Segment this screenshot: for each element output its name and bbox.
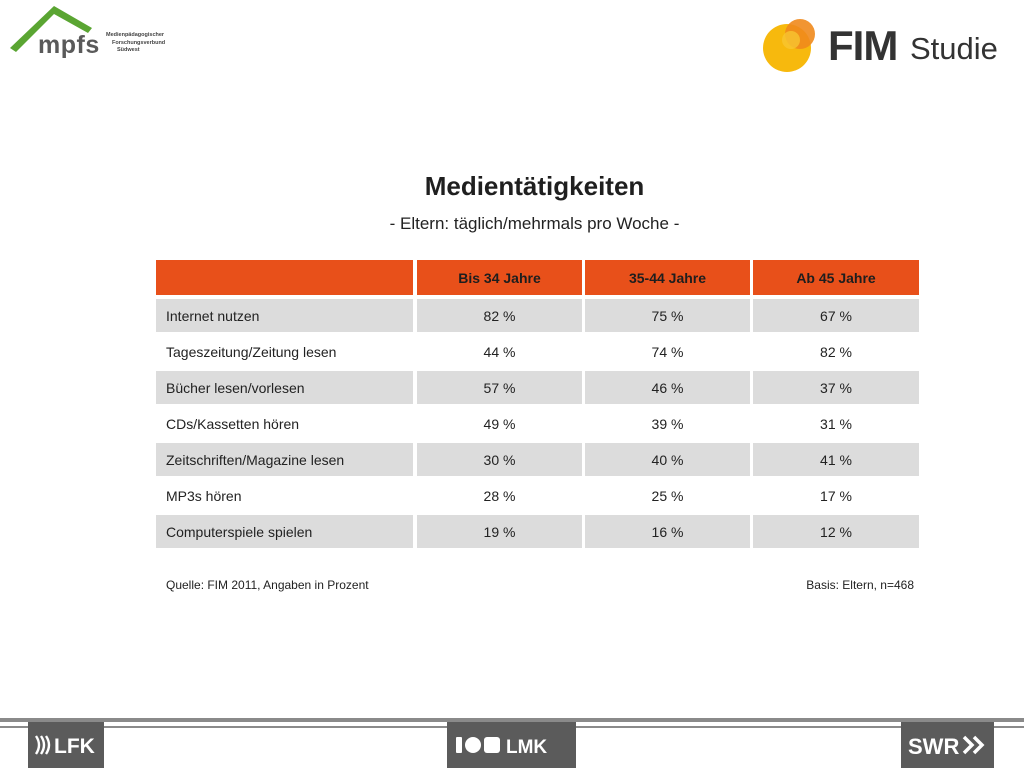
table-header-row: Bis 34 Jahre 35-44 Jahre Ab 45 Jahre xyxy=(156,260,919,295)
fim-wordmark: FIM xyxy=(828,22,898,69)
row-label: MP3s hören xyxy=(156,479,413,512)
header-cell-empty xyxy=(156,260,413,295)
source-note: Quelle: FIM 2011, Angaben in Prozent xyxy=(166,578,369,592)
table-row: Zeitschriften/Magazine lesen 30 % 40 % 4… xyxy=(156,443,919,476)
row-value: 30 % xyxy=(417,443,582,476)
row-value: 41 % xyxy=(753,443,919,476)
row-value: 39 % xyxy=(585,407,750,440)
lfk-label: LFK xyxy=(54,735,95,757)
row-value: 57 % xyxy=(417,371,582,404)
mpfs-logo: mpfs Medienpädagogischer Forschungsverbu… xyxy=(8,2,178,64)
row-label: Zeitschriften/Magazine lesen xyxy=(156,443,413,476)
mpfs-wordmark: mpfs xyxy=(38,31,100,59)
table-row: Internet nutzen 82 % 75 % 67 % xyxy=(156,299,919,332)
swr-wordmark-icon: SWR xyxy=(908,734,984,757)
studie-wordmark: Studie xyxy=(910,31,998,66)
row-value: 40 % xyxy=(585,443,750,476)
header-cell-ab-45: Ab 45 Jahre xyxy=(753,260,919,295)
fim-circles-icon xyxy=(763,19,815,72)
lmk-logo: LMK xyxy=(447,722,576,768)
table-row: Bücher lesen/vorlesen 57 % 46 % 37 % xyxy=(156,371,919,404)
row-value: 46 % xyxy=(585,371,750,404)
row-label: Internet nutzen xyxy=(156,299,413,332)
row-value: 49 % xyxy=(417,407,582,440)
swr-label: SWR xyxy=(908,734,959,757)
row-label: Tageszeitung/Zeitung lesen xyxy=(156,335,413,368)
row-value: 12 % xyxy=(753,515,919,548)
row-value: 75 % xyxy=(585,299,750,332)
table-row: Computerspiele spielen 19 % 16 % 12 % xyxy=(156,515,919,548)
mpfs-subtitle-line: Südwest xyxy=(117,47,140,53)
mpfs-subtitle-line: Medienpädagogischer xyxy=(106,32,165,38)
row-value: 19 % xyxy=(417,515,582,548)
lfk-logo: LFK xyxy=(28,722,104,768)
page-title: Medientätigkeiten xyxy=(424,171,645,201)
lfk-wordmark-icon: LFK xyxy=(34,735,95,757)
fim-studie-logo: FIM Studie xyxy=(760,10,1015,76)
mpfs-subtitle: Medienpädagogischer Forschungsverbund Sü… xyxy=(106,32,178,55)
row-value: 67 % xyxy=(753,299,919,332)
row-value: 17 % xyxy=(753,479,919,512)
table-row: CDs/Kassetten hören 49 % 39 % 31 % xyxy=(156,407,919,440)
row-value: 25 % xyxy=(585,479,750,512)
row-value: 28 % xyxy=(417,479,582,512)
header-cell-bis-34: Bis 34 Jahre xyxy=(417,260,582,295)
row-value: 37 % xyxy=(753,371,919,404)
footer-divider xyxy=(0,718,1024,722)
swr-logo: SWR xyxy=(901,722,994,768)
lmk-wordmark-icon: LMK xyxy=(455,737,547,756)
row-value: 31 % xyxy=(753,407,919,440)
row-label: Computerspiele spielen xyxy=(156,515,413,548)
header-cell-35-44: 35-44 Jahre xyxy=(585,260,750,295)
row-label: Bücher lesen/vorlesen xyxy=(156,371,413,404)
row-label: CDs/Kassetten hören xyxy=(156,407,413,440)
row-value: 44 % xyxy=(417,335,582,368)
data-table: Bis 34 Jahre 35-44 Jahre Ab 45 Jahre Int… xyxy=(156,260,919,551)
row-value: 82 % xyxy=(753,335,919,368)
basis-note: Basis: Eltern, n=468 xyxy=(806,578,914,592)
row-value: 16 % xyxy=(585,515,750,548)
page-subtitle: - Eltern: täglich/mehrmals pro Woche - xyxy=(389,214,680,233)
lmk-label: LMK xyxy=(506,737,547,756)
mpfs-roof-icon xyxy=(10,6,92,52)
table-row: Tageszeitung/Zeitung lesen 44 % 74 % 82 … xyxy=(156,335,919,368)
table-row: MP3s hören 28 % 25 % 17 % xyxy=(156,479,919,512)
mpfs-subtitle-line: Forschungsverbund xyxy=(112,39,166,46)
row-value: 82 % xyxy=(417,299,582,332)
row-value: 74 % xyxy=(585,335,750,368)
